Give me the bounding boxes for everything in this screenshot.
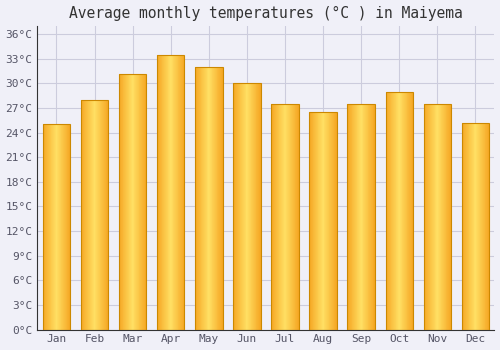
Bar: [233, 83, 260, 330]
Bar: [42, 124, 70, 330]
Bar: [348, 104, 375, 330]
Bar: [424, 104, 451, 330]
Bar: [195, 67, 222, 330]
Bar: [386, 92, 413, 330]
Bar: [272, 104, 298, 330]
Title: Average monthly temperatures (°C ) in Maiyema: Average monthly temperatures (°C ) in Ma…: [69, 6, 463, 21]
Bar: [81, 100, 108, 330]
Bar: [310, 112, 337, 330]
Bar: [157, 55, 184, 330]
Bar: [119, 74, 146, 330]
Bar: [462, 123, 489, 330]
